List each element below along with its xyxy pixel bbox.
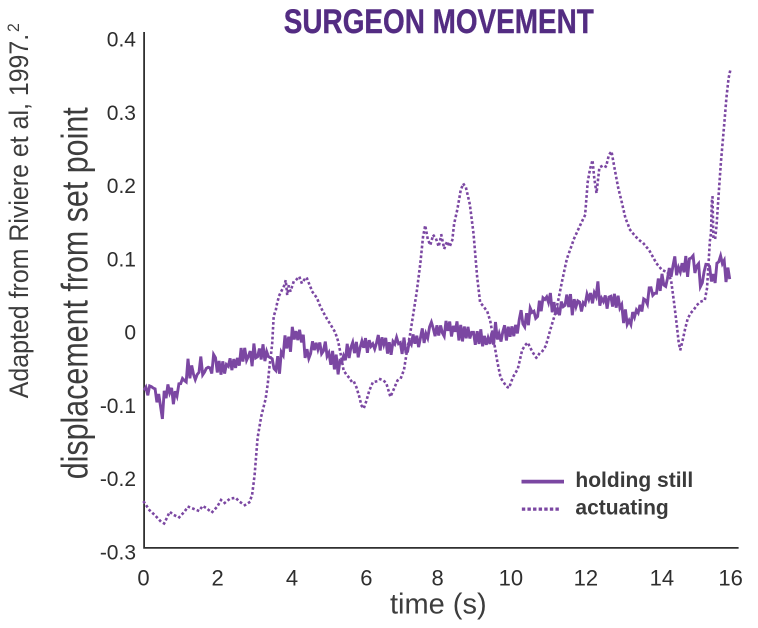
svg-text:4: 4	[286, 566, 298, 591]
svg-text:0.3: 0.3	[107, 102, 136, 125]
svg-text:-0.2: -0.2	[100, 468, 136, 491]
svg-text:16: 16	[718, 566, 742, 591]
svg-text:2: 2	[211, 566, 223, 591]
svg-text:displacement from set point: displacement from set point	[54, 107, 95, 480]
svg-text:12: 12	[574, 566, 598, 591]
svg-text:0: 0	[137, 566, 149, 591]
svg-text:0.1: 0.1	[107, 248, 136, 271]
svg-text:6: 6	[360, 566, 372, 591]
svg-text:actuating: actuating	[575, 496, 668, 519]
svg-text:-0.3: -0.3	[100, 541, 136, 564]
svg-text:14: 14	[650, 566, 674, 591]
svg-text:0: 0	[124, 322, 136, 345]
svg-text:0.4: 0.4	[107, 29, 137, 52]
svg-text:time (s): time (s)	[390, 589, 487, 621]
svg-text:-0.1: -0.1	[100, 395, 136, 418]
svg-text:holding still: holding still	[575, 469, 693, 492]
svg-text:0.2: 0.2	[107, 175, 136, 198]
svg-text:10: 10	[499, 566, 523, 591]
svg-text:Adapted from Riviere et al, 19: Adapted from Riviere et al, 1997.2	[4, 23, 34, 398]
svg-text:8: 8	[431, 566, 443, 591]
svg-text:SURGEON MOVEMENT: SURGEON MOVEMENT	[284, 3, 594, 41]
